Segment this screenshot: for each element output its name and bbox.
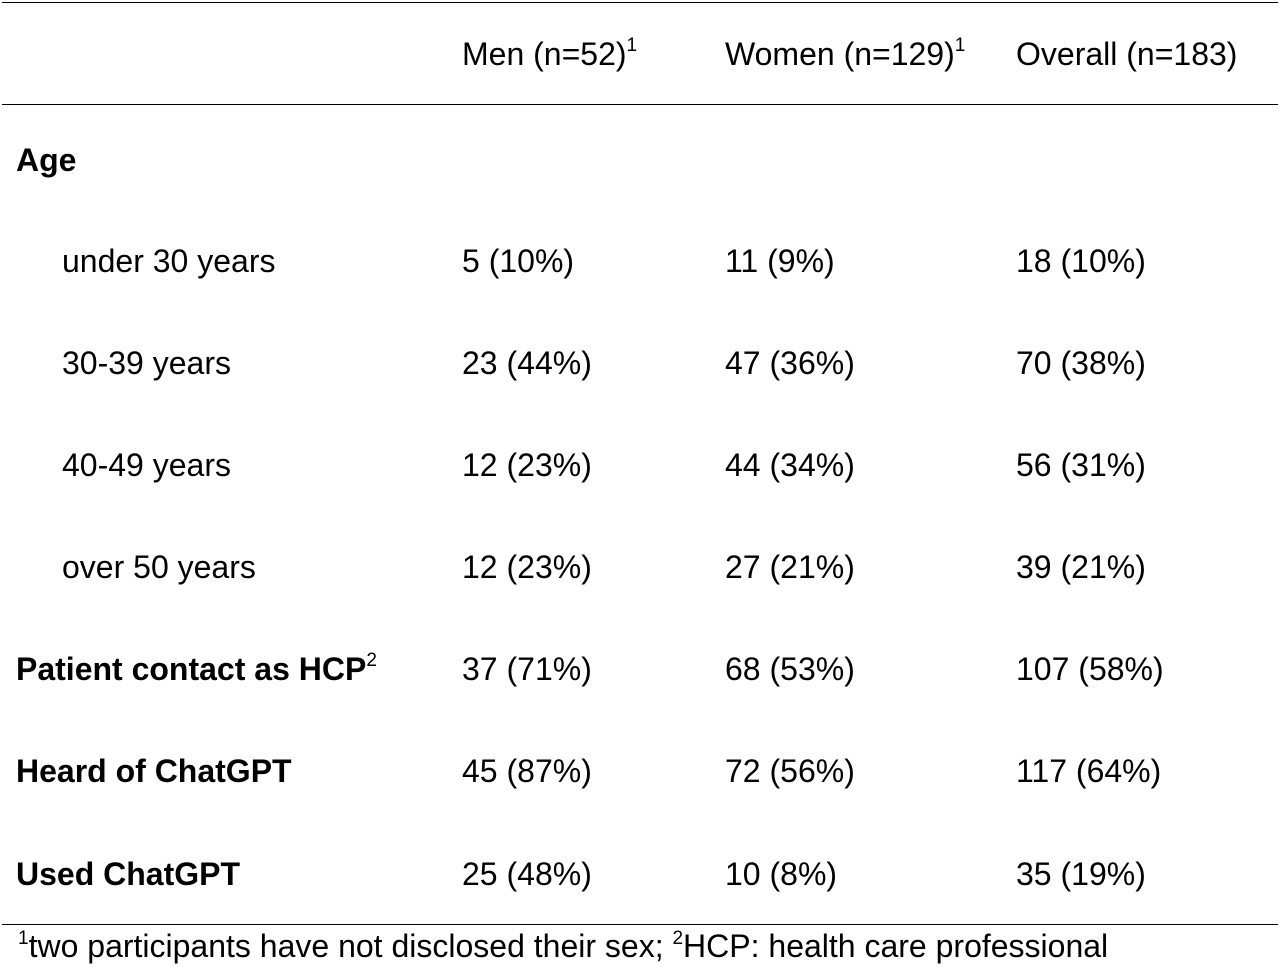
row-label-40-49: 40-49 years: [62, 447, 231, 483]
cell-women-30-39: 47 (36%): [725, 345, 855, 381]
cell-men-heard-of-chatgpt: 45 (87%): [462, 753, 592, 789]
cell-overall-heard-of-chatgpt: 117 (64%): [1016, 753, 1162, 789]
cell-men-30-39: 23 (44%): [462, 345, 592, 381]
table-top-rule: [2, 2, 1278, 3]
cell-men-40-49: 12 (23%): [462, 447, 592, 483]
cell-men-used-chatgpt: 25 (48%): [462, 856, 592, 892]
table-footnote: 1two participants have not disclosed the…: [18, 928, 1109, 964]
header-overall: Overall (n=183): [1016, 36, 1238, 72]
cell-overall-patient-contact: 107 (58%): [1016, 651, 1164, 687]
cell-women-under-30: 11 (9%): [725, 243, 835, 279]
header-women: Women (n=129)1: [725, 35, 966, 72]
cell-women-40-49: 44 (34%): [725, 447, 855, 483]
row-label-age: Age: [16, 142, 77, 178]
header-men: Men (n=52)1: [462, 35, 638, 72]
cell-men-over-50: 12 (23%): [462, 549, 592, 585]
cell-overall-over-50: 39 (21%): [1016, 549, 1146, 585]
row-label-30-39: 30-39 years: [62, 345, 231, 381]
cell-men-patient-contact: 37 (71%): [462, 651, 592, 687]
row-label-used-chatgpt: Used ChatGPT: [16, 856, 241, 892]
cell-women-patient-contact: 68 (53%): [725, 651, 855, 687]
cell-overall-30-39: 70 (38%): [1016, 345, 1146, 381]
cell-overall-40-49: 56 (31%): [1016, 447, 1146, 483]
cell-overall-used-chatgpt: 35 (19%): [1016, 856, 1146, 892]
row-label-over-50: over 50 years: [62, 549, 256, 585]
cell-women-heard-of-chatgpt: 72 (56%): [725, 753, 855, 789]
cell-overall-under-30: 18 (10%): [1016, 243, 1146, 279]
cell-women-over-50: 27 (21%): [725, 549, 855, 585]
row-label-heard-of-chatgpt: Heard of ChatGPT: [16, 753, 292, 789]
row-label-patient-contact: Patient contact as HCP2: [16, 650, 377, 687]
cell-men-under-30: 5 (10%): [462, 243, 575, 279]
row-label-under-30: under 30 years: [62, 243, 276, 279]
cell-women-used-chatgpt: 10 (8%): [725, 856, 838, 892]
table-bottom-rule: [2, 924, 1278, 925]
header-bottom-rule: [2, 104, 1278, 105]
